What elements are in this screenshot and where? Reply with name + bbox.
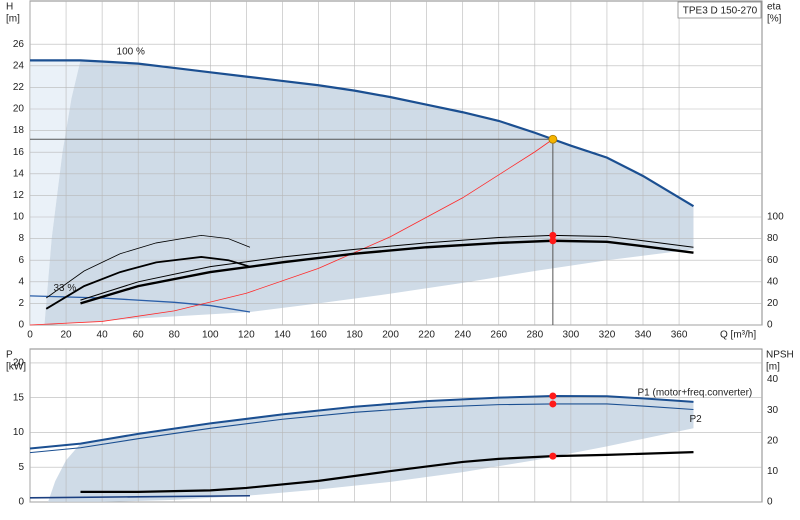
x-tick-label: 80: [169, 330, 181, 341]
y2-tick-label: 10: [767, 466, 779, 477]
y-tick-label: 6: [18, 255, 24, 266]
y-tick-label: 16: [13, 147, 25, 158]
y2-tick-label: 40: [767, 374, 779, 385]
curve: [45, 234, 251, 299]
legend-label: P2: [689, 414, 702, 425]
y2-tick-label: 60: [767, 255, 779, 266]
y-axis-label: P: [6, 350, 13, 361]
curve: [29, 494, 250, 499]
y2-tick-label: 30: [767, 405, 779, 416]
y2-tick-label: 100: [767, 212, 784, 223]
y-tick-label: 22: [13, 82, 25, 93]
x-tick-label: 360: [671, 330, 688, 341]
chart-title: TPE3 D 150-270: [683, 6, 758, 17]
x-tick-label: 0: [27, 330, 33, 341]
y2-tick-label: 40: [767, 276, 779, 287]
y2-axis-unit: [%]: [767, 14, 782, 25]
curve: [80, 451, 694, 494]
y2-axis-label: eta: [767, 2, 781, 13]
y2-tick-label: 20: [767, 435, 779, 446]
duty-marker: [549, 400, 557, 408]
y-axis-unit: [kW]: [6, 362, 26, 373]
y-tick-label: 4: [18, 276, 24, 287]
duty-marker: [549, 231, 557, 239]
annotation: 33 %: [53, 283, 76, 294]
duty-marker: [549, 237, 557, 245]
y-tick-label: 0: [18, 320, 24, 331]
x-tick-label: 260: [490, 330, 507, 341]
y-tick-label: 10: [13, 212, 25, 223]
curve: [29, 403, 694, 454]
x-tick-label: 280: [526, 330, 543, 341]
curve: [29, 138, 554, 326]
annotation: 100 %: [117, 46, 145, 57]
y2-axis-label: NPSH: [766, 350, 794, 361]
y2-tick-label: 0: [767, 497, 773, 508]
x-tick-label: 100: [202, 330, 219, 341]
x-axis-label: Q [m³/h]: [720, 330, 756, 341]
duty-marker: [549, 452, 557, 460]
x-tick-label: 120: [238, 330, 255, 341]
x-tick-label: 300: [563, 330, 580, 341]
y-tick-label: 10: [13, 427, 25, 438]
title-box: [677, 1, 762, 19]
x-tick-label: 320: [599, 330, 616, 341]
y-tick-label: 5: [18, 462, 24, 473]
x-tick-label: 60: [133, 330, 145, 341]
x-tick-label: 180: [346, 330, 363, 341]
y-axis-unit: [m]: [6, 14, 20, 25]
x-tick-label: 240: [454, 330, 471, 341]
y-tick-label: 0: [18, 497, 24, 508]
curve: [80, 239, 694, 305]
operating-range: [44, 60, 694, 326]
y2-tick-label: 80: [767, 233, 779, 244]
x-tick-label: 40: [97, 330, 109, 341]
x-tick-label: 340: [635, 330, 652, 341]
y-tick-label: 20: [13, 104, 25, 115]
operating-range: [48, 395, 694, 502]
y-tick-label: 8: [18, 233, 24, 244]
y-tick-label: 18: [13, 125, 25, 136]
operating-range: [30, 60, 81, 326]
legend-label: P1 (motor+freq.converter): [637, 387, 752, 398]
curve: [45, 256, 251, 310]
operating-point: [548, 134, 558, 144]
y-tick-label: 2: [18, 298, 24, 309]
x-tick-label: 200: [382, 330, 399, 341]
y-tick-label: 20: [13, 358, 25, 369]
curve: [30, 59, 695, 208]
y-tick-label: 24: [13, 60, 25, 71]
curve: [29, 295, 251, 313]
y-axis-label: H: [6, 2, 13, 13]
y2-axis-unit: [m]: [766, 362, 780, 373]
y-tick-label: 12: [13, 190, 25, 201]
y2-tick-label: 0: [767, 320, 773, 331]
y-tick-label: 15: [13, 392, 25, 403]
curve: [80, 234, 694, 301]
y2-tick-label: 20: [767, 298, 779, 309]
x-tick-label: 220: [418, 330, 435, 341]
duty-marker: [549, 392, 557, 400]
curve: [29, 394, 694, 450]
y-tick-label: 26: [13, 39, 25, 50]
x-tick-label: 160: [310, 330, 327, 341]
x-tick-label: 20: [60, 330, 72, 341]
y-tick-label: 14: [13, 168, 25, 179]
x-tick-label: 140: [274, 330, 291, 341]
